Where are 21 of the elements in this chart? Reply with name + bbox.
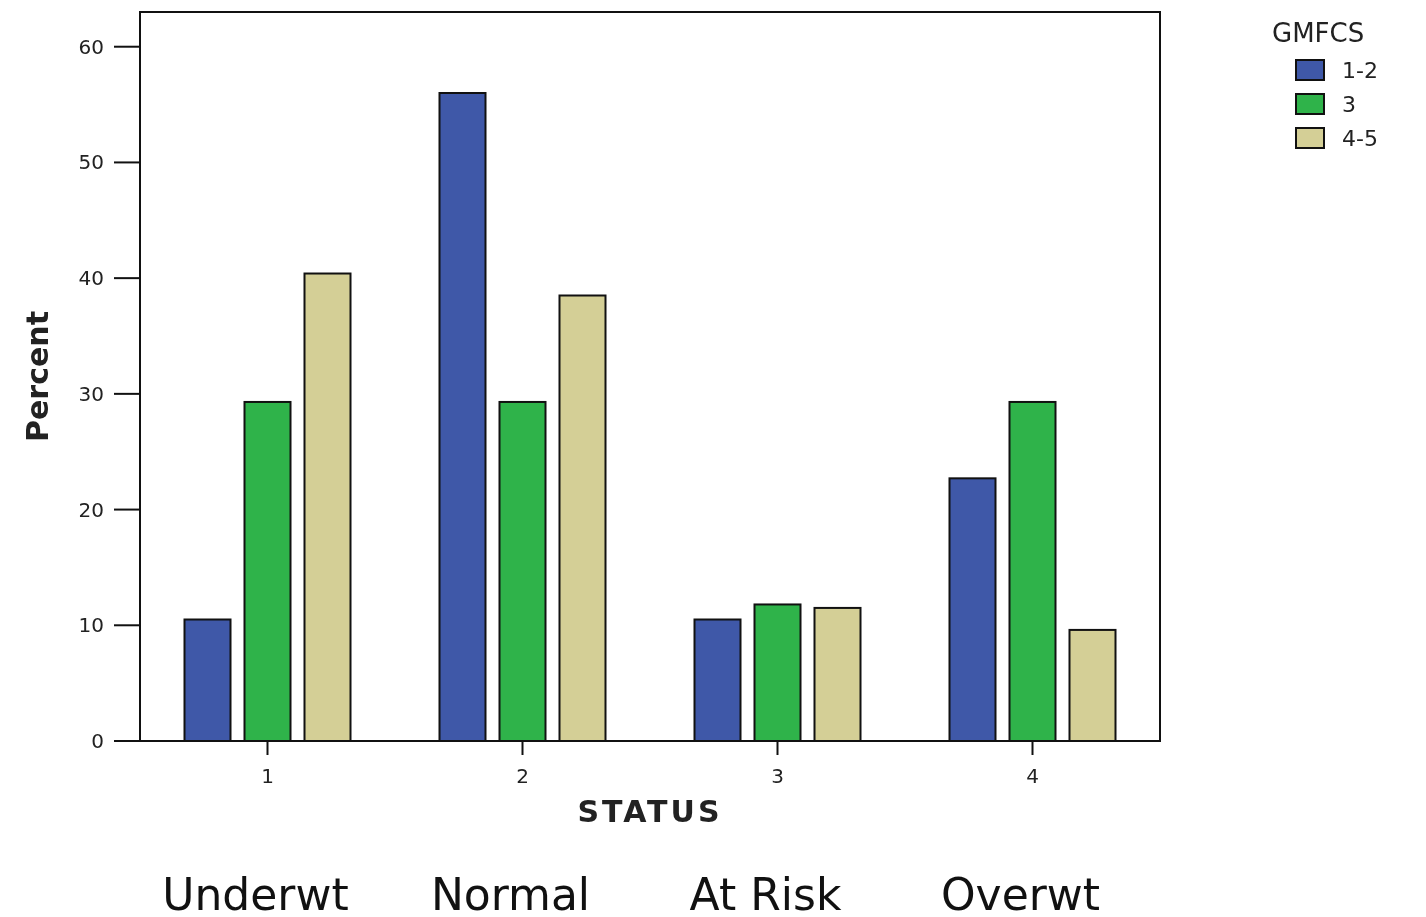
y-axis-title: Percent: [20, 311, 55, 442]
text: Normal: [430, 869, 591, 917]
y-tick-label: 0: [91, 729, 104, 753]
legend-label: 1-2: [1342, 57, 1378, 83]
legend-label: 4-5: [1342, 125, 1378, 151]
x-tick-label: 2: [516, 764, 529, 788]
x-tick-label: 1: [261, 764, 274, 788]
y-tick-label: 50: [78, 150, 104, 175]
y-tick-label: 10: [78, 613, 104, 638]
text: Overwt: [940, 869, 1101, 917]
x-axis-title: STATUS: [577, 794, 723, 829]
y-tick-label: 20: [78, 497, 104, 522]
text: Underwt: [162, 869, 349, 917]
y-tick-label: 30: [78, 381, 104, 406]
legend-title: GMFCS: [1272, 18, 1365, 48]
y-tick-label: 60: [78, 34, 104, 59]
y-tick-label: 40: [78, 266, 104, 291]
text: At Risk: [689, 869, 842, 917]
x-tick-label: 4: [1026, 764, 1039, 788]
x-tick-label: 3: [771, 764, 784, 788]
legend-label: 3: [1342, 91, 1356, 117]
